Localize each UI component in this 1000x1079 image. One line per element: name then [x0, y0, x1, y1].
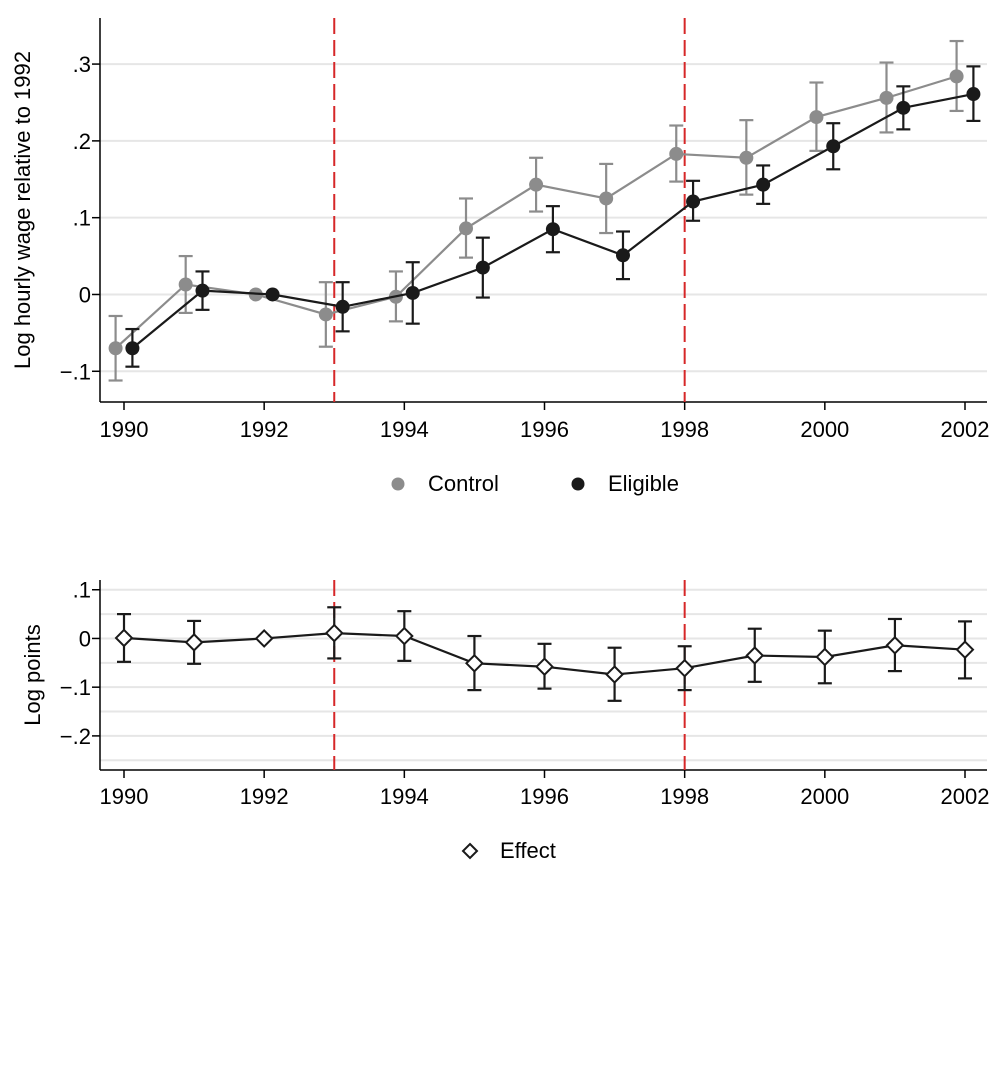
bottom-y-tick-label: .1	[73, 578, 91, 603]
top-eligible-point	[405, 285, 420, 300]
bottom-y-tick-label: 0	[79, 626, 91, 651]
top-y-tick-label: 0	[79, 282, 91, 307]
bottom-effect-point	[885, 635, 905, 655]
bottom-y-axis-title: Log points	[20, 624, 45, 726]
bottom-effect-point	[324, 623, 344, 643]
top-eligible-point	[475, 260, 490, 275]
bottom-x-tick-label: 2000	[800, 784, 849, 809]
bottom-effect-point	[114, 628, 134, 648]
bottom-x-tick-label: 1998	[660, 784, 709, 809]
bottom-effect-point	[815, 647, 835, 667]
top-y-tick-label: .1	[73, 206, 91, 231]
top-control-point	[669, 146, 684, 161]
bottom-legend-effect-marker	[461, 842, 479, 860]
top-eligible-point	[826, 139, 841, 154]
top-legend-eligible-marker	[571, 477, 585, 491]
bottom-effect-point	[955, 640, 975, 660]
top-eligible-point	[686, 194, 701, 209]
top-eligible-point	[335, 299, 350, 314]
top-x-tick-label: 1994	[380, 417, 429, 442]
top-eligible-point	[545, 222, 560, 237]
top-control-point	[318, 307, 333, 322]
top-x-tick-label: 1990	[100, 417, 149, 442]
top-x-tick-label: 2002	[941, 417, 990, 442]
top-control-point	[529, 177, 544, 192]
top-control-point	[108, 341, 123, 356]
bottom-panel-effect: −.2 −.1 0 .1 1990 1992 1994 1996 1998 2000 2002 Log…	[20, 578, 989, 863]
bottom-effect-point	[745, 646, 765, 665]
top-control-point	[739, 150, 754, 165]
top-control-point	[599, 191, 614, 206]
top-eligible-point	[125, 341, 140, 356]
top-y-tick-label: .3	[73, 52, 91, 77]
bottom-x-tick-label: 1994	[380, 784, 429, 809]
bottom-effect-point	[605, 665, 624, 684]
top-legend-control-marker	[391, 477, 405, 491]
bottom-effect-point	[535, 657, 554, 677]
bottom-effect-point	[675, 658, 695, 678]
top-y-axis-title: Log hourly wage relative to 1992	[10, 51, 35, 369]
top-eligible-point	[615, 248, 630, 263]
top-control-point	[178, 277, 193, 292]
top-eligible-point	[896, 100, 911, 115]
top-legend-control-label: Control	[428, 471, 499, 496]
bottom-effect-point	[465, 653, 484, 673]
top-control-point	[809, 110, 824, 125]
bottom-x-tick-label: 1996	[520, 784, 569, 809]
top-eligible-point	[756, 177, 771, 192]
top-x-tick-label: 1996	[520, 417, 569, 442]
bottom-legend-effect-label: Effect	[500, 838, 556, 863]
top-y-tick-label: −.1	[60, 359, 91, 384]
top-eligible-point	[265, 287, 280, 302]
top-eligible-point	[195, 283, 210, 298]
top-legend-eligible-label: Eligible	[608, 471, 679, 496]
top-x-tick-label: 1992	[240, 417, 289, 442]
top-y-tick-label: .2	[73, 129, 91, 154]
top-eligible-point	[966, 87, 981, 102]
bottom-x-tick-label: 2002	[941, 784, 990, 809]
bottom-y-tick-label: −.2	[60, 724, 91, 749]
top-x-tick-label: 2000	[800, 417, 849, 442]
top-control-point	[879, 90, 894, 105]
top-control-point	[949, 69, 964, 84]
top-panel-wage-trends: −.1 0 .1 .2 .3 1990 1992 1994 1996 1998 2000 2002 Lo…	[10, 18, 989, 496]
bottom-effect-point	[254, 629, 274, 648]
bottom-x-tick-label: 1992	[240, 784, 289, 809]
top-x-tick-label: 1998	[660, 417, 709, 442]
bottom-y-tick-label: −.1	[60, 675, 91, 700]
bottom-effect-point	[184, 632, 204, 652]
top-control-point	[459, 221, 474, 236]
bottom-x-tick-label: 1990	[100, 784, 149, 809]
bottom-effect-point	[394, 626, 414, 646]
